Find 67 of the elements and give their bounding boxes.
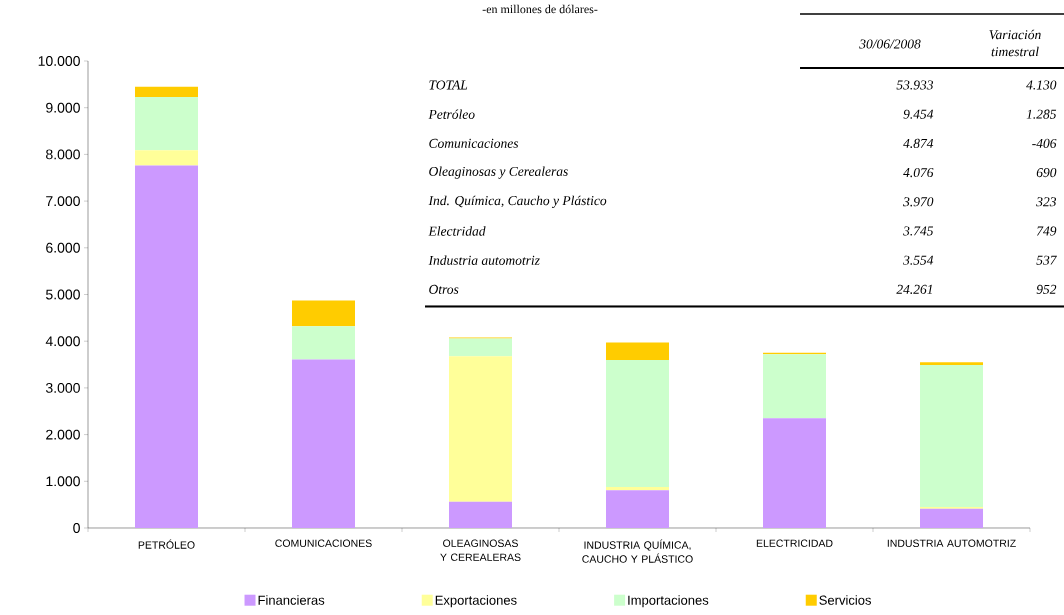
x-tick-label: COMUNICACIONES bbox=[275, 539, 372, 547]
bar bbox=[292, 300, 355, 327]
bar bbox=[292, 326, 355, 360]
y-tick-label: 3.000 bbox=[45, 382, 80, 393]
bar bbox=[449, 356, 513, 502]
annotation: Petróleo bbox=[428, 109, 475, 119]
x-tick-label: OLEAGINOSAS Y CEREALERAS bbox=[440, 539, 521, 561]
annotation: Ind. Química, Caucho y Plástico bbox=[428, 195, 607, 208]
bar bbox=[135, 96, 198, 151]
y-tick-label: 4.000 bbox=[45, 336, 80, 347]
annotation: Industria automotriz bbox=[428, 255, 540, 265]
legend-label: Exportaciones bbox=[435, 595, 517, 608]
annotation: Comunicaciones bbox=[429, 138, 519, 148]
bar bbox=[920, 508, 984, 528]
y-tick-label: 8.000 bbox=[46, 149, 80, 160]
annotation: 3.554 bbox=[903, 255, 934, 265]
annotation: 4.130 bbox=[1026, 80, 1057, 90]
annotation: TOTAL bbox=[429, 80, 468, 90]
y-tick-label: 0 bbox=[73, 523, 80, 533]
annotation: 3.745 bbox=[903, 226, 934, 236]
text: 749 bbox=[1037, 226, 1057, 236]
annotation: Otros bbox=[429, 284, 459, 294]
y-tick-label: 2.000 bbox=[46, 429, 80, 440]
bar bbox=[449, 501, 513, 528]
bar bbox=[449, 338, 513, 357]
bar bbox=[606, 490, 670, 528]
y-tick-label: 10.000 bbox=[38, 56, 80, 66]
text: 323 bbox=[1036, 197, 1057, 207]
text: 537 bbox=[1036, 255, 1057, 265]
y-tick-label: 1.000 bbox=[46, 476, 80, 487]
x-tick-label: ELECTRICIDAD bbox=[756, 539, 833, 547]
bar bbox=[135, 165, 198, 528]
x-tick-label: INDUSTRIA QUÍMICA, CAUCHO Y PLÁSTICO bbox=[582, 539, 693, 563]
annotation: Oleaginosas y Cerealeras bbox=[429, 166, 568, 179]
bar bbox=[920, 362, 984, 366]
bar bbox=[135, 86, 198, 97]
legend-label: Financieras bbox=[258, 595, 325, 605]
text: -406 bbox=[1032, 138, 1057, 148]
text: 952 bbox=[1036, 284, 1057, 294]
x-tick-label: INDUSTRIA AUTOMOTRIZ bbox=[887, 539, 1016, 547]
bar bbox=[292, 359, 355, 528]
y-tick-label: 6.000 bbox=[46, 242, 80, 253]
bar bbox=[920, 365, 984, 507]
y-tick-label: 9.000 bbox=[46, 102, 80, 113]
y-tick-label: 5.000 bbox=[46, 289, 80, 300]
text: 690 bbox=[1036, 168, 1057, 178]
annotation: 4.874 bbox=[903, 138, 934, 148]
annotation: Electridad bbox=[428, 226, 486, 236]
y-tick-label: 7.000 bbox=[46, 196, 80, 207]
annotation: 24.261 bbox=[896, 284, 933, 294]
bar bbox=[763, 354, 827, 419]
annotation: 1.285 bbox=[1026, 109, 1057, 119]
annotation: 53.933 bbox=[896, 80, 934, 90]
chart-subtitle: -en millones de dólares- bbox=[482, 4, 598, 14]
bar bbox=[763, 418, 827, 528]
annotation: 4.076 bbox=[903, 168, 934, 178]
bar bbox=[606, 342, 670, 360]
legend-label: Importaciones bbox=[628, 595, 709, 608]
annotation: 3.970 bbox=[903, 197, 934, 207]
bar bbox=[606, 359, 670, 487]
text: 30/06/2008 bbox=[859, 39, 921, 49]
legend-label: Servicios bbox=[819, 595, 872, 605]
bar bbox=[135, 150, 198, 166]
text: Variación timestral bbox=[989, 29, 1041, 57]
bar bbox=[606, 486, 670, 491]
x-tick-label: PETRÓLEO bbox=[138, 539, 195, 549]
annotation: 9.454 bbox=[903, 109, 934, 119]
